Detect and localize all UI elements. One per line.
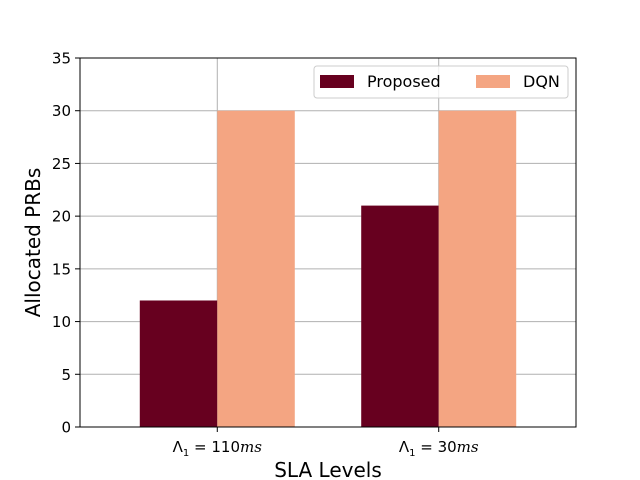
y-tick-label: 10 — [52, 313, 71, 331]
y-axis-label: Allocated PRBs — [21, 168, 45, 318]
y-tick-label: 30 — [52, 102, 71, 120]
legend-swatch-dqn — [476, 75, 510, 88]
y-axis-ticks: 0 5 10 15 20 25 30 35 — [52, 50, 80, 437]
x-tick-label: Λ1 = 110ms — [173, 438, 263, 459]
bar-dqn-0 — [217, 110, 295, 427]
bars-layer — [139, 110, 517, 427]
legend: Proposed DQN — [313, 65, 569, 99]
y-tick-label: 5 — [61, 366, 71, 384]
y-tick-label: 35 — [52, 50, 71, 68]
bar-proposed-1 — [361, 205, 439, 427]
plot-frame — [79, 57, 577, 428]
legend-label-dqn: DQN — [523, 72, 560, 91]
y-tick-label: 20 — [52, 208, 71, 226]
y-tick-label: 25 — [52, 155, 71, 173]
bar-dqn-1 — [438, 110, 517, 427]
bar-proposed-0 — [139, 300, 218, 427]
legend-swatch-proposed — [320, 75, 354, 88]
legend-label-proposed: Proposed — [367, 72, 441, 91]
x-axis-ticks: Λ1 = 110ms Λ1 = 30ms — [173, 427, 479, 459]
legend-box — [313, 65, 569, 99]
y-tick-label: 0 — [61, 419, 71, 437]
x-axis-label: SLA Levels — [274, 458, 382, 480]
x-tick-label: Λ1 = 30ms — [399, 438, 479, 459]
y-tick-label: 15 — [52, 260, 71, 278]
